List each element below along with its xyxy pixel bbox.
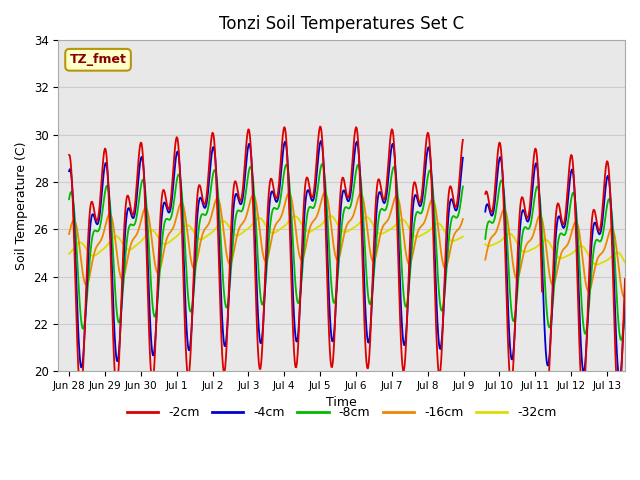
-4cm [577, 342, 585, 348]
-32cm [186, 224, 194, 229]
-8cm [486, 218, 493, 224]
Text: TZ_fmet: TZ_fmet [70, 53, 127, 66]
-2cm [186, 359, 194, 364]
-2cm [621, 276, 629, 282]
-8cm [596, 239, 604, 244]
-2cm [346, 187, 354, 193]
-4cm [621, 293, 629, 299]
-8cm [186, 308, 194, 314]
-32cm [234, 232, 242, 238]
-4cm [186, 344, 194, 349]
-4cm [234, 194, 242, 200]
Line: -4cm: -4cm [69, 141, 625, 378]
X-axis label: Time: Time [326, 396, 357, 409]
-16cm [186, 251, 194, 257]
-4cm [486, 208, 493, 214]
Line: -2cm: -2cm [69, 127, 625, 404]
-2cm [486, 204, 493, 210]
-2cm [65, 152, 73, 158]
-2cm [577, 377, 585, 383]
-16cm [621, 294, 629, 300]
-32cm [65, 251, 73, 257]
-8cm [621, 307, 629, 313]
-32cm [596, 261, 604, 267]
Line: -16cm: -16cm [69, 192, 625, 298]
-16cm [234, 229, 242, 235]
-8cm [234, 208, 242, 214]
-32cm [577, 243, 585, 249]
-16cm [65, 231, 73, 237]
-2cm [234, 189, 242, 195]
Title: Tonzi Soil Temperatures Set C: Tonzi Soil Temperatures Set C [219, 15, 464, 33]
-32cm [621, 260, 629, 265]
-16cm [577, 241, 585, 247]
Legend: -2cm, -4cm, -8cm, -16cm, -32cm: -2cm, -4cm, -8cm, -16cm, -32cm [122, 401, 561, 424]
-8cm [65, 196, 73, 202]
Line: -32cm: -32cm [69, 216, 625, 264]
-4cm [65, 168, 73, 174]
-8cm [346, 204, 354, 210]
-4cm [596, 231, 604, 237]
-32cm [346, 227, 354, 233]
-16cm [346, 218, 354, 224]
-2cm [596, 228, 604, 233]
-16cm [596, 252, 604, 258]
Y-axis label: Soil Temperature (C): Soil Temperature (C) [15, 142, 28, 270]
-8cm [577, 288, 585, 294]
-32cm [486, 243, 493, 249]
-16cm [486, 238, 493, 244]
Line: -8cm: -8cm [69, 164, 625, 340]
-4cm [346, 194, 354, 200]
